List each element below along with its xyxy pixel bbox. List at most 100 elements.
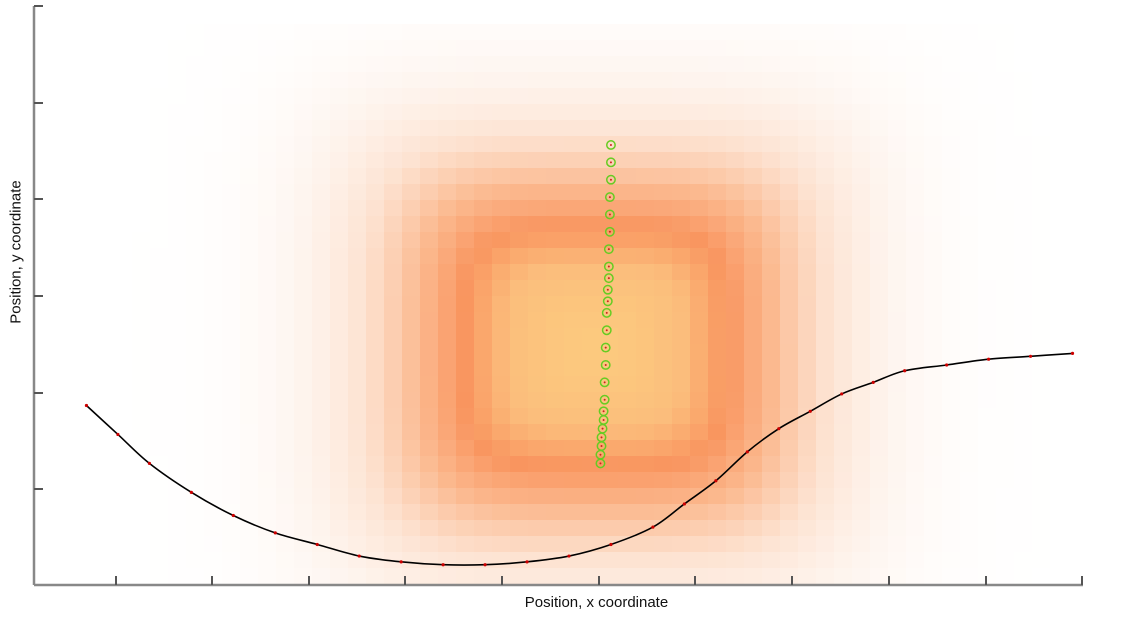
heatmap-cell <box>528 248 546 264</box>
heatmap-cell <box>564 472 582 488</box>
heatmap-cell <box>312 24 330 40</box>
heatmap-cell <box>924 424 942 440</box>
heatmap-cell <box>132 440 150 456</box>
heatmap-cell <box>222 168 240 184</box>
heatmap-cell <box>762 520 780 536</box>
heatmap-cell <box>582 376 600 392</box>
heatmap-cell <box>600 56 618 72</box>
heatmap-cell <box>996 296 1014 312</box>
heatmap-cell <box>708 360 726 376</box>
heatmap-cell <box>690 552 708 568</box>
heatmap-cell <box>456 328 474 344</box>
heatmap-cell <box>834 568 852 584</box>
heatmap-cell <box>384 56 402 72</box>
heatmap-cell <box>906 184 924 200</box>
heatmap-cell <box>438 72 456 88</box>
heatmap-cell <box>690 248 708 264</box>
heatmap-cell <box>690 184 708 200</box>
heatmap-cell <box>492 24 510 40</box>
heatmap-cell <box>618 72 636 88</box>
heatmap-cell <box>1032 40 1050 56</box>
heatmap-cell <box>978 248 996 264</box>
heatmap-cell <box>582 472 600 488</box>
heatmap-cell <box>258 136 276 152</box>
heatmap-cell <box>780 440 798 456</box>
heatmap-cell <box>726 552 744 568</box>
heatmap-cell <box>60 536 78 552</box>
heatmap-cell <box>780 152 798 168</box>
heatmap-cell <box>132 488 150 504</box>
heatmap-cell <box>384 184 402 200</box>
heatmap-cell <box>600 184 618 200</box>
heatmap-cell <box>798 568 816 584</box>
heatmap-cell <box>852 72 870 88</box>
heatmap-cell <box>132 472 150 488</box>
heatmap-cell <box>186 392 204 408</box>
heatmap-cell <box>402 216 420 232</box>
heatmap-cell <box>600 88 618 104</box>
heatmap-cell <box>870 376 888 392</box>
heatmap-cell <box>186 24 204 40</box>
heatmap-cell <box>348 504 366 520</box>
heatmap-cell <box>618 520 636 536</box>
heatmap-cell <box>366 120 384 136</box>
heatmap-cell <box>312 488 330 504</box>
heatmap-cell <box>888 344 906 360</box>
heatmap-cell <box>1032 344 1050 360</box>
heatmap-cell <box>258 568 276 584</box>
heatmap-cell <box>654 504 672 520</box>
green-trail-center <box>603 381 606 384</box>
heatmap-cell <box>816 344 834 360</box>
heatmap-cell <box>114 168 132 184</box>
heatmap-cell <box>1068 328 1086 344</box>
heatmap-cell <box>924 216 942 232</box>
heatmap-cell <box>654 264 672 280</box>
heatmap-cell <box>402 456 420 472</box>
heatmap-cell <box>78 488 96 504</box>
heatmap-cell <box>456 104 474 120</box>
heatmap-cell <box>942 104 960 120</box>
heatmap-cell <box>456 312 474 328</box>
green-trail-point <box>599 394 610 405</box>
heatmap-cell <box>888 552 906 568</box>
heatmap-cell <box>924 120 942 136</box>
heatmap-cell <box>330 232 348 248</box>
heatmap-cell <box>150 120 168 136</box>
heatmap-cell <box>222 200 240 216</box>
heatmap-cell <box>402 40 420 56</box>
heatmap-cell <box>114 520 132 536</box>
heatmap-cell <box>312 376 330 392</box>
heatmap-cell <box>96 40 114 56</box>
heatmap-cell <box>438 136 456 152</box>
heatmap-cell <box>960 504 978 520</box>
heatmap-cell <box>924 552 942 568</box>
heatmap-cell <box>888 56 906 72</box>
heatmap-cell <box>348 440 366 456</box>
heatmap-cell <box>510 328 528 344</box>
heatmap-cell <box>1032 504 1050 520</box>
trajectory-point <box>903 369 907 373</box>
heatmap-cell <box>582 456 600 472</box>
heatmap-cell <box>870 168 888 184</box>
heatmap-cell <box>258 200 276 216</box>
heatmap-cell <box>978 56 996 72</box>
green-trail-point <box>601 307 612 318</box>
heatmap-cell <box>492 472 510 488</box>
heatmap-cell <box>1068 504 1086 520</box>
heatmap-cell <box>798 312 816 328</box>
heatmap-cell <box>852 328 870 344</box>
heatmap-cell <box>636 296 654 312</box>
heatmap-cell <box>222 24 240 40</box>
heatmap-cell <box>726 504 744 520</box>
heatmap-cell <box>618 456 636 472</box>
heatmap-cell <box>798 216 816 232</box>
heatmap-cell <box>636 472 654 488</box>
heatmap-cell <box>546 296 564 312</box>
heatmap-cell <box>834 88 852 104</box>
heatmap-cell <box>294 56 312 72</box>
heatmap-cell <box>816 360 834 376</box>
heatmap-cell <box>1032 296 1050 312</box>
heatmap-cell <box>960 264 978 280</box>
heatmap-cell <box>672 280 690 296</box>
heatmap-cell <box>618 360 636 376</box>
